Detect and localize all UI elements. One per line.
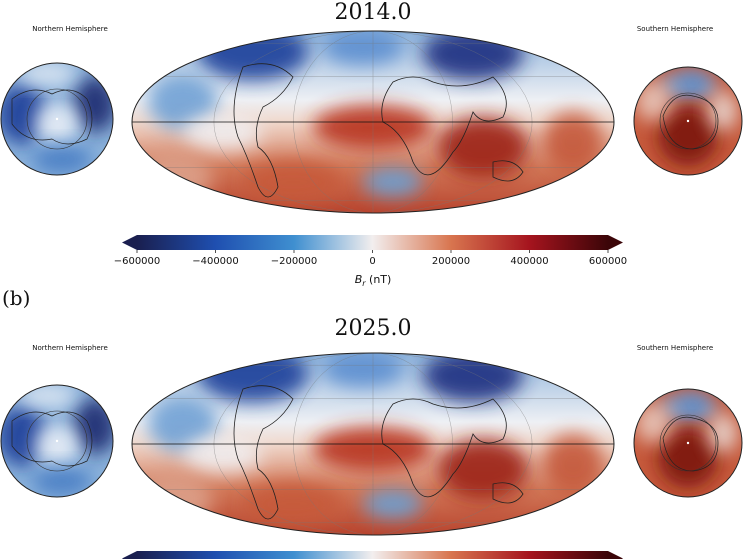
field-anomaly bbox=[183, 114, 263, 150]
field-anomaly bbox=[183, 436, 263, 472]
field-anomaly bbox=[708, 413, 738, 453]
south-outline bbox=[633, 66, 743, 176]
field-anomaly bbox=[17, 385, 77, 408]
colorbar-tick-label: 400000 bbox=[510, 256, 549, 267]
colorbar-tick-label: 200000 bbox=[431, 256, 471, 267]
field-anomaly bbox=[133, 474, 213, 524]
panel-b-label: (b) bbox=[2, 286, 31, 310]
pole-marker bbox=[55, 439, 59, 443]
coastlines bbox=[11, 411, 93, 467]
colorbar-a-max-extend bbox=[608, 235, 623, 250]
field-anomaly bbox=[32, 144, 92, 174]
coastlines bbox=[662, 416, 719, 472]
field-anomaly bbox=[323, 31, 403, 65]
colorbar-label-symbol: B bbox=[354, 273, 363, 286]
field-anomaly bbox=[679, 75, 707, 91]
latitude-circle bbox=[659, 414, 717, 472]
field-anomaly bbox=[323, 353, 403, 387]
field-anomaly bbox=[148, 396, 218, 452]
colorbar-b-max-extend bbox=[608, 551, 623, 559]
field-anomaly bbox=[17, 63, 77, 86]
mollweide-map bbox=[132, 353, 614, 535]
colorbar-tick-label: −400000 bbox=[192, 256, 239, 267]
field-anomaly bbox=[243, 160, 343, 204]
field-anomaly bbox=[73, 76, 113, 132]
field-anomaly bbox=[32, 466, 92, 496]
field-anomaly bbox=[198, 31, 308, 80]
colorbar-label: Br (nT) bbox=[355, 273, 392, 288]
field-anomaly bbox=[635, 81, 671, 121]
panel-b-title: 2025.0 bbox=[334, 316, 412, 341]
field-anomaly bbox=[363, 489, 423, 519]
field-anomaly bbox=[148, 74, 218, 130]
mollweide-map bbox=[132, 31, 614, 213]
pole-marker bbox=[686, 119, 690, 123]
colorbar-a bbox=[137, 235, 608, 250]
pole-marker bbox=[55, 117, 59, 121]
field-anomaly bbox=[543, 112, 603, 172]
panel-b-north-label: Northern Hemisphere bbox=[32, 344, 108, 352]
field-anomaly bbox=[363, 167, 423, 197]
field-anomaly bbox=[243, 482, 343, 526]
colorbar-b bbox=[137, 551, 608, 559]
field-anomaly bbox=[73, 398, 113, 454]
panel-b-south-label: Southern Hemisphere bbox=[636, 344, 714, 352]
field-anomaly bbox=[658, 428, 718, 488]
field-anomaly bbox=[635, 403, 671, 443]
coastlines bbox=[233, 385, 524, 520]
south-polar-map bbox=[634, 67, 742, 175]
south-outline bbox=[633, 388, 743, 498]
field-anomaly bbox=[438, 117, 528, 177]
map-outline bbox=[131, 352, 615, 536]
north-polar-map bbox=[1, 63, 113, 175]
field-anomaly bbox=[708, 91, 738, 131]
colorbar-b-min-extend bbox=[122, 551, 137, 559]
latitude-circle bbox=[659, 92, 717, 150]
coastlines bbox=[662, 94, 719, 150]
panel-a-north-label: Northern Hemisphere bbox=[32, 25, 108, 33]
coastlines bbox=[233, 63, 524, 198]
colorbar-label-unit: (nT) bbox=[365, 273, 392, 286]
field-anomaly bbox=[438, 439, 528, 499]
latitude-circle bbox=[26, 410, 88, 472]
coastlines bbox=[11, 89, 93, 145]
colorbar-tick-label: −200000 bbox=[270, 256, 318, 267]
field-anomaly bbox=[35, 424, 79, 468]
field-anomaly bbox=[133, 152, 213, 202]
north-outline bbox=[0, 62, 114, 176]
north-outline bbox=[0, 384, 114, 498]
field-anomaly bbox=[423, 31, 523, 80]
colorbar-tick-label: 600000 bbox=[588, 256, 628, 267]
panel-a-title: 2014.0 bbox=[334, 0, 412, 25]
field-anomaly bbox=[198, 353, 308, 402]
map-outline bbox=[131, 30, 615, 214]
pole-marker bbox=[686, 441, 690, 445]
colorbar-tick-label: 0 bbox=[369, 256, 376, 267]
field-anomaly bbox=[423, 353, 523, 402]
south-polar-map bbox=[634, 389, 742, 497]
field-anomaly bbox=[35, 102, 79, 146]
field-anomaly bbox=[658, 106, 718, 166]
colorbar-label-subscript: r bbox=[362, 279, 366, 289]
field-anomaly bbox=[679, 397, 707, 413]
panel-a-south-label: Southern Hemisphere bbox=[636, 25, 714, 33]
field-anomaly bbox=[543, 434, 603, 494]
colorbar-a-min-extend bbox=[122, 235, 137, 250]
colorbar-tick-label: −600000 bbox=[113, 256, 161, 267]
latitude-circle bbox=[26, 88, 88, 150]
